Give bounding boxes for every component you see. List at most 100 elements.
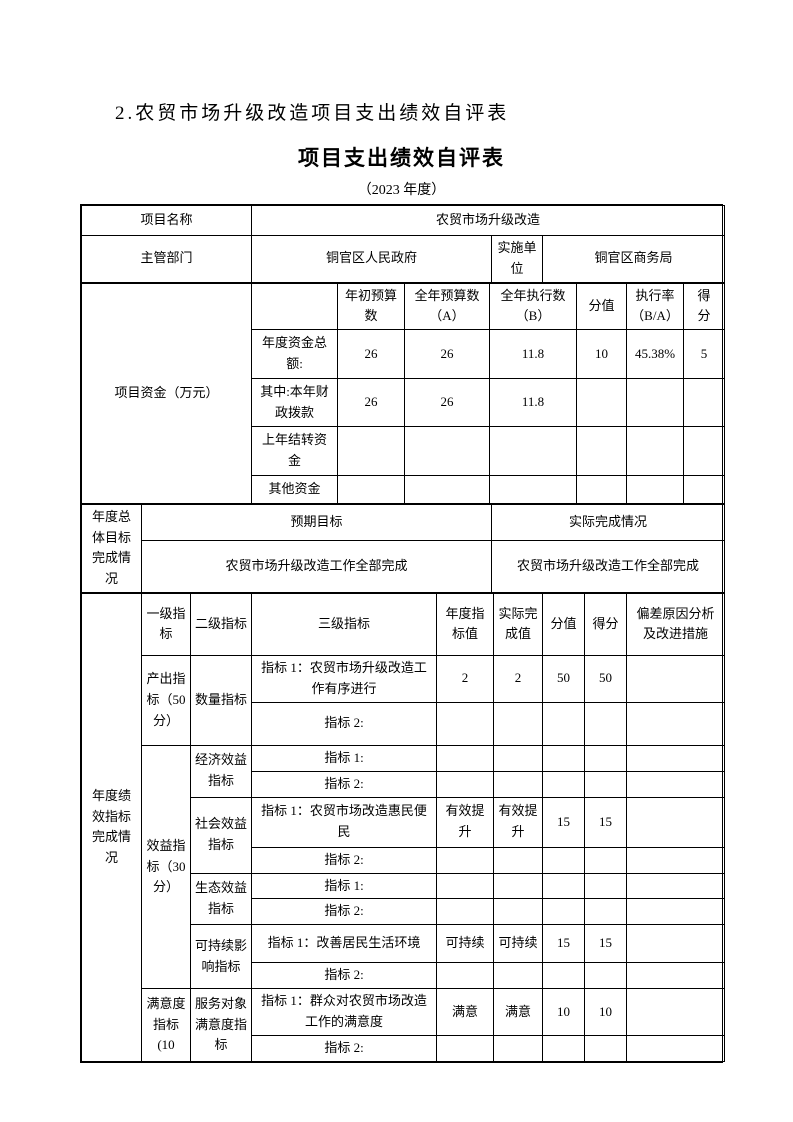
funds-row-label: 上年结转资金 — [251, 426, 338, 476]
header-level3: 三级指标 — [251, 592, 437, 656]
indicator-deviation — [626, 1034, 725, 1062]
header-level1: 一级指标 — [141, 592, 191, 656]
header-points: 分值 — [542, 592, 585, 656]
doc-subtitle: （2023 年度） — [357, 183, 446, 198]
indicator-actual: 2 — [493, 654, 543, 703]
indicator-points: 10 — [542, 988, 585, 1036]
indicator-target — [436, 962, 494, 990]
indicator-score — [584, 1034, 627, 1062]
indicator-score — [584, 846, 627, 874]
indicator-deviation — [626, 846, 725, 874]
level2-economic: 经济效益指标 — [190, 744, 252, 798]
indicator-deviation — [626, 796, 725, 848]
header-deviation: 偏差原因分析及改进措施 — [626, 592, 725, 656]
indicator-target — [436, 846, 494, 874]
indicator-actual — [493, 872, 543, 900]
indicator-score: 10 — [584, 988, 627, 1036]
funds-cell — [576, 377, 627, 428]
header-target: 年度指标值 — [436, 592, 494, 656]
indicator-score — [584, 744, 627, 772]
goal-section-label: 年度总体目标完成情况 — [81, 503, 142, 593]
indicator-deviation — [626, 744, 725, 772]
funds-cell — [683, 377, 725, 428]
indicator-points — [542, 872, 585, 900]
indicator-deviation — [626, 770, 725, 798]
funds-cell: 26 — [337, 377, 405, 428]
goal-actual-value: 农贸市场升级改造工作全部完成 — [491, 540, 725, 593]
indicator-points — [542, 1034, 585, 1062]
funds-cell: 5 — [683, 329, 725, 379]
indicator-target — [436, 1034, 494, 1062]
indicator-target — [436, 770, 494, 798]
page-heading: 2.农贸市场升级改造项目支出绩效自评表 — [115, 103, 510, 124]
funds-cell — [404, 426, 490, 476]
indicator-target — [436, 744, 494, 772]
indicator-score — [584, 872, 627, 900]
goal-expected-header: 预期目标 — [141, 503, 492, 542]
level2-social: 社会效益指标 — [190, 796, 252, 874]
indicator-actual — [493, 701, 543, 746]
funds-cell — [626, 426, 684, 476]
indicator-points: 15 — [542, 924, 585, 964]
indicator-points — [542, 898, 585, 926]
funds-row-label: 其他资金 — [251, 474, 338, 504]
indicator-l3: 指标 1：改善居民生活环境 — [251, 924, 437, 964]
indicator-actual — [493, 1034, 543, 1062]
indicator-actual: 有效提升 — [493, 796, 543, 848]
project-funds-section: 项目资金（万元） 年初预算数 全年预算数（A） 全年执行数（B） 分值 执行率（… — [81, 282, 725, 504]
indicator-score — [584, 770, 627, 798]
goal-expected-value: 农贸市场升级改造工作全部完成 — [141, 540, 492, 593]
indicator-target: 满意 — [436, 988, 494, 1036]
funds-header-rate: 执行率（B/A） — [626, 282, 684, 331]
project-info-section: 项目名称 农贸市场升级改造 主管部门 铜官区人民政府 实施单位 铜官区商务局 — [81, 205, 725, 283]
indicator-score: 15 — [584, 796, 627, 848]
header-level2: 二级指标 — [190, 592, 252, 656]
indicator-l3: 指标 1: — [251, 744, 437, 772]
indicator-target: 可持续 — [436, 924, 494, 964]
funds-label: 项目资金（万元） — [81, 282, 252, 504]
indicator-l3: 指标 1：农贸市场升级改造工作有序进行 — [251, 654, 437, 703]
indicator-deviation — [626, 988, 725, 1036]
funds-cell — [489, 426, 577, 476]
level1-output: 产出指标（50分） — [141, 654, 191, 746]
indicator-actual — [493, 846, 543, 874]
indicator-actual — [493, 744, 543, 772]
indicator-target: 有效提升 — [436, 796, 494, 848]
indicator-deviation — [626, 898, 725, 926]
funds-row-label: 其中:本年财政拨款 — [251, 377, 338, 428]
funds-cell — [626, 377, 684, 428]
indicator-points — [542, 701, 585, 746]
indicator-target: 2 — [436, 654, 494, 703]
level1-satisfaction: 满意度指标(10 — [141, 988, 191, 1062]
indicator-score — [584, 962, 627, 990]
funds-cell — [683, 474, 725, 504]
dept-value: 铜官区人民政府 — [251, 235, 492, 283]
indicator-score: 15 — [584, 924, 627, 964]
project-name-value: 农贸市场升级改造 — [251, 205, 725, 236]
indicator-points — [542, 744, 585, 772]
funds-cell: 26 — [337, 329, 405, 379]
indicator-deviation — [626, 654, 725, 703]
dept-label: 主管部门 — [81, 235, 252, 283]
funds-sublabel-empty — [251, 282, 338, 331]
funds-cell — [576, 426, 627, 476]
funds-cell — [337, 474, 405, 504]
funds-header-annual: 全年预算数（A） — [404, 282, 490, 331]
indicator-deviation — [626, 962, 725, 990]
funds-header-score: 得分 — [683, 282, 725, 331]
funds-cell: 10 — [576, 329, 627, 379]
funds-cell: 11.8 — [489, 329, 577, 379]
header-score: 得分 — [584, 592, 627, 656]
funds-header-executed: 全年执行数（B） — [489, 282, 577, 331]
indicator-points: 15 — [542, 796, 585, 848]
header-actual: 实际完成值 — [493, 592, 543, 656]
indicator-deviation — [626, 924, 725, 964]
indicator-actual — [493, 770, 543, 798]
level2-service-satisfaction: 服务对象满意度指标 — [190, 988, 252, 1062]
indicator-l3: 指标 2: — [251, 846, 437, 874]
level2-ecological: 生态效益指标 — [190, 872, 252, 926]
project-name-label: 项目名称 — [81, 205, 252, 236]
indicator-actual — [493, 962, 543, 990]
funds-header-points: 分值 — [576, 282, 627, 331]
indicator-points — [542, 846, 585, 874]
